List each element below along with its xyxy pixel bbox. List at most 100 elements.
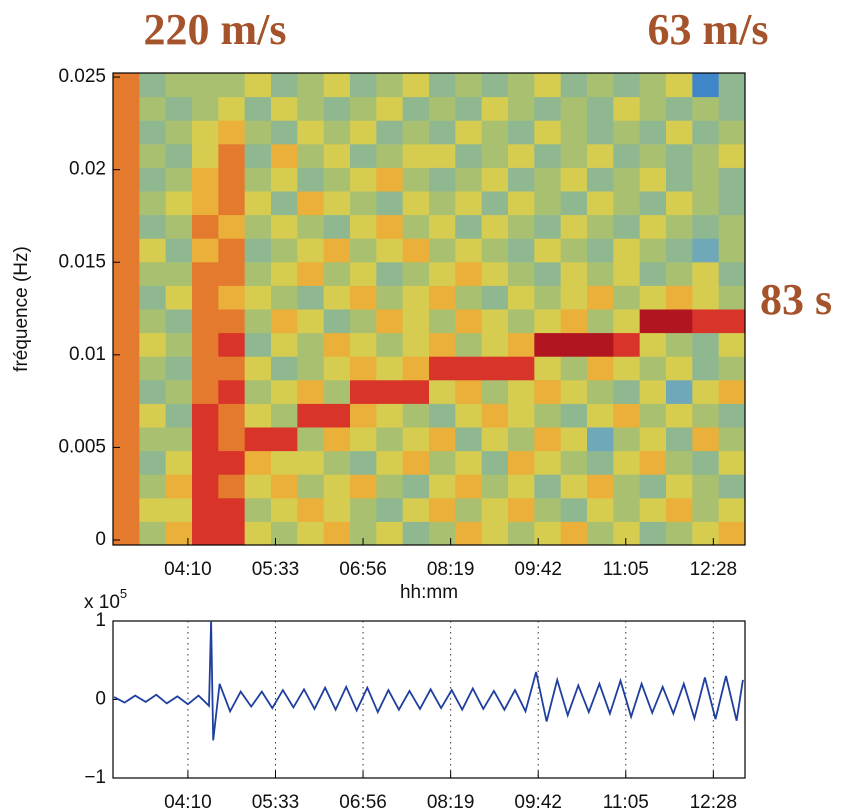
heatmap-cell <box>534 521 562 546</box>
heatmap-cell <box>666 521 693 546</box>
heatmap-cell <box>718 403 746 428</box>
heatmap-cell <box>165 285 193 310</box>
heatmap-cell <box>297 379 325 404</box>
heatmap-cell <box>692 403 720 428</box>
heatmap-cell <box>429 474 456 499</box>
heatmap-cell <box>402 214 430 239</box>
heatmap-cell <box>455 521 483 546</box>
heatmap-cell <box>192 521 219 546</box>
heatmap-cell <box>613 497 641 522</box>
y-tick-label: 0.025 <box>58 66 106 87</box>
heatmap-cell <box>139 403 167 428</box>
heatmap-cell <box>455 143 483 168</box>
heatmap-cell <box>639 521 667 546</box>
heatmap-cell <box>718 450 746 475</box>
heatmap-cell <box>613 261 641 286</box>
heatmap-cell <box>165 427 193 452</box>
heatmap-cell <box>481 521 509 546</box>
heatmap-cell <box>692 379 720 404</box>
heatmap-cell <box>244 96 272 121</box>
heatmap-cell <box>323 143 351 168</box>
heatmap-cell <box>271 143 298 168</box>
heatmap-cell <box>297 73 325 98</box>
heatmap-cell <box>350 191 377 216</box>
heatmap-cell <box>192 427 219 452</box>
heatmap-cell <box>113 167 140 192</box>
heatmap-cell <box>639 238 667 263</box>
heatmap-cell <box>613 96 641 121</box>
heatmap-cell <box>271 497 298 522</box>
heatmap-cell <box>560 379 588 404</box>
heatmap-cell <box>297 238 325 263</box>
heatmap-cell <box>481 379 509 404</box>
heatmap-cell <box>297 120 325 145</box>
heatmap-cell <box>481 214 509 239</box>
heatmap-cell <box>718 309 746 334</box>
heatmap-cell <box>192 379 219 404</box>
heatmap-cell <box>429 167 456 192</box>
heatmap-cell <box>376 332 404 357</box>
heatmap-cell <box>113 356 140 381</box>
heatmap-cell <box>350 309 377 334</box>
heatmap-cell <box>323 96 351 121</box>
heatmap-cell <box>718 214 746 239</box>
heatmap-cell <box>455 191 483 216</box>
heatmap-cell <box>692 143 720 168</box>
heatmap-cell <box>323 285 351 310</box>
heatmap-cell <box>139 167 167 192</box>
heatmap-cell <box>692 356 720 381</box>
heatmap-cell <box>350 356 377 381</box>
heatmap-cell <box>613 143 641 168</box>
heatmap-cell <box>402 521 430 546</box>
heatmap-cell <box>508 379 535 404</box>
heatmap-cell <box>666 356 693 381</box>
heatmap-cell <box>455 167 483 192</box>
heatmap-cell <box>666 238 693 263</box>
heatmap-cell <box>323 73 351 98</box>
heatmap-cell <box>297 96 325 121</box>
heatmap-cell <box>139 120 167 145</box>
heatmap-cell <box>244 238 272 263</box>
heatmap-cell <box>297 214 325 239</box>
heatmap-cell <box>271 191 298 216</box>
heatmap-cell <box>244 261 272 286</box>
heatmap-cell <box>481 332 509 357</box>
heatmap-cell <box>218 214 246 239</box>
heatmap-cell <box>323 356 351 381</box>
heatmap-cell <box>560 497 588 522</box>
heatmap-cell <box>139 379 167 404</box>
heatmap-cell <box>271 403 298 428</box>
heatmap-cell <box>244 521 272 546</box>
heatmap-cell <box>139 238 167 263</box>
heatmap-cell <box>244 450 272 475</box>
heatmap-cell <box>639 497 667 522</box>
heatmap-cell <box>244 309 272 334</box>
heatmap-cell <box>323 191 351 216</box>
heatmap-cell <box>429 143 456 168</box>
heatmap-cell <box>429 497 456 522</box>
heatmap-cell <box>323 261 351 286</box>
heatmap-cell <box>692 285 720 310</box>
heatmap-cell <box>560 191 588 216</box>
heatmap-cell <box>165 73 193 98</box>
heatmap-cell <box>165 403 193 428</box>
heatmap-cell <box>639 143 667 168</box>
heatmap-cell <box>587 96 614 121</box>
y-tick-label: 0.015 <box>58 251 106 272</box>
heatmap-cell <box>218 379 246 404</box>
heatmap-cell <box>560 474 588 499</box>
heatmap-cell <box>323 521 351 546</box>
heatmap-cell <box>192 285 219 310</box>
heatmap-cell <box>718 497 746 522</box>
heatmap-cell <box>455 214 483 239</box>
heatmap-cell <box>218 120 246 145</box>
heatmap-cell <box>508 238 535 263</box>
heatmap-cell <box>508 356 535 381</box>
x-tick-label: 12:28 <box>690 792 738 810</box>
heatmap-cell <box>113 143 140 168</box>
heatmap-cell <box>402 238 430 263</box>
x-tick-label: 04:10 <box>164 559 212 580</box>
heatmap-cell <box>587 474 614 499</box>
heatmap-cell <box>429 214 456 239</box>
